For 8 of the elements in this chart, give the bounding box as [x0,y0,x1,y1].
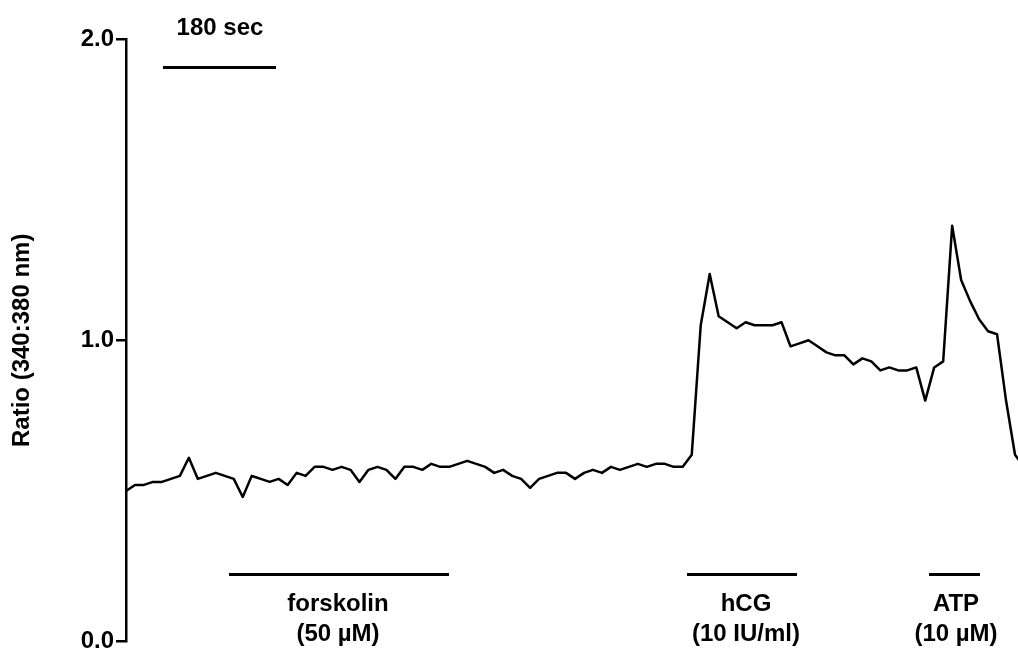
y-tick-label: 1.0 [80,324,114,352]
y-axis-title: Ratio (340:380 nm) [7,233,35,447]
annotation: ATP (10 µM) [913,588,999,648]
annotation: hCG (10 IU/ml) [691,588,801,648]
annotation: forskolin (50 µM) [286,588,390,648]
y-tick-label: 0.0 [80,626,114,650]
y-tick-label: 2.0 [80,23,114,51]
annotation: 180 sec [176,13,264,40]
